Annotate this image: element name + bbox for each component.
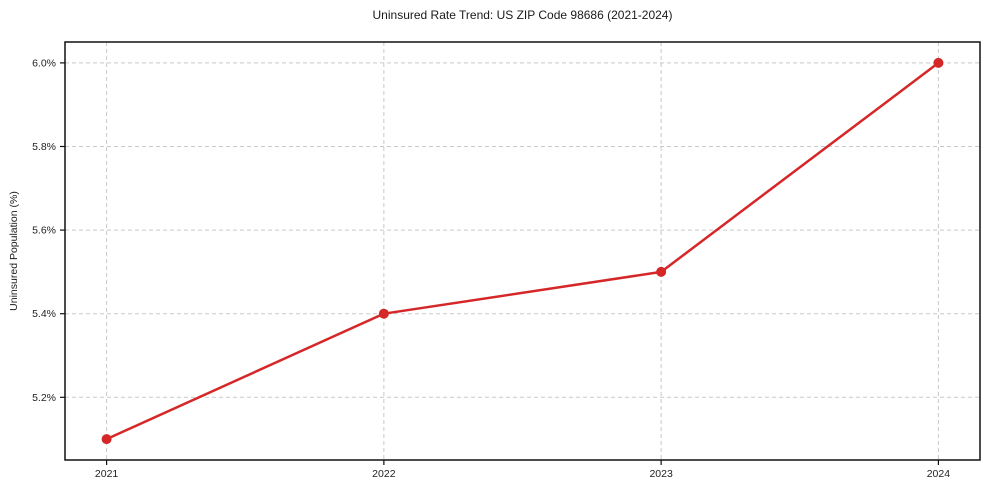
x-tick-label: 2022 xyxy=(372,468,396,480)
chart-title: Uninsured Rate Trend: US ZIP Code 98686 … xyxy=(372,8,673,22)
plot-frame xyxy=(64,41,981,461)
y-tick-label: 5.4% xyxy=(32,308,56,320)
x-tick-label: 2021 xyxy=(95,468,119,480)
y-tick-label: 5.6% xyxy=(32,225,56,237)
y-tick-label: 6.0% xyxy=(32,57,56,69)
data-point xyxy=(656,266,667,277)
data-point xyxy=(101,434,112,445)
data-point xyxy=(933,57,944,68)
x-tick-label: 2024 xyxy=(927,468,951,480)
x-tick-label: 2023 xyxy=(649,468,673,480)
trend-line xyxy=(105,61,940,441)
y-tick-label: 5.8% xyxy=(32,141,56,153)
y-tick-label: 5.2% xyxy=(32,392,56,404)
data-point xyxy=(378,308,389,319)
